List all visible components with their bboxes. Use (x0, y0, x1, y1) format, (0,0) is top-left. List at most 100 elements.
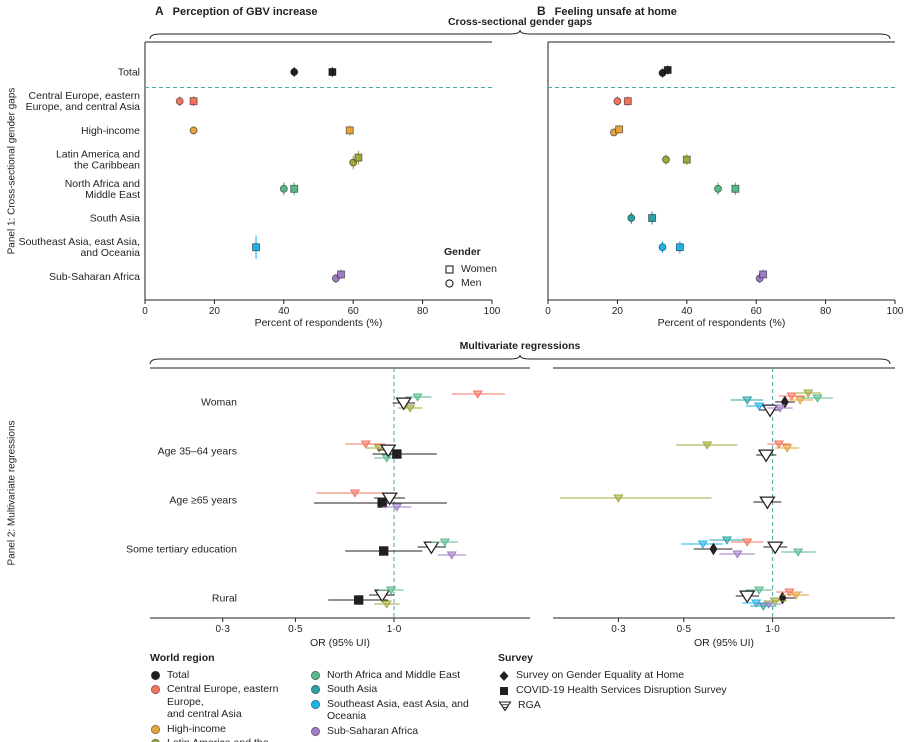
world-region-legend: World region Total Central Europe, easter… (150, 652, 490, 742)
legend-item-label: Sub-Saharan Africa (327, 724, 419, 737)
legend-item-label: Total (167, 668, 190, 681)
region-color-dot-icon (150, 724, 161, 734)
men-marker (658, 243, 667, 252)
region-color-dot-icon (310, 670, 321, 680)
sgeh-diamond-marker (709, 542, 718, 556)
legend-item-label: North Africa and Middle East (327, 668, 461, 681)
rga-triangle-marker (812, 394, 823, 403)
x-axis-title-panel-b: Percent of respondents (%) (657, 317, 786, 329)
women-marker (337, 270, 346, 279)
women-marker (648, 214, 657, 222)
rga-triangle-marker (751, 599, 762, 608)
men-marker (613, 97, 622, 106)
rga-triangle-marker (446, 551, 457, 560)
rga-pooled-triangle-marker (381, 492, 398, 506)
x-tick-label: 40 (681, 306, 693, 317)
x-tick-label: 0·3 (215, 624, 230, 635)
legend-item-label: Central Europe, eastern Europe, and centr… (167, 683, 279, 720)
chsds-square-marker (392, 449, 402, 459)
x-tick-label: 100 (484, 306, 501, 317)
rga-triangle-marker (412, 393, 423, 402)
x-tick-label: 0 (142, 306, 148, 317)
legend-item-high_income: High-income (150, 723, 310, 736)
rga-triangle-marker (773, 440, 784, 449)
gender-legend: Gender Women Men (444, 246, 497, 292)
rga-triangle-marker (758, 602, 769, 611)
rga-triangle-marker (742, 396, 753, 405)
category-label: Age 35–64 years (158, 446, 237, 458)
men-marker (627, 214, 636, 222)
legend-item-survey-2: RGA (498, 699, 778, 712)
x-tick-label: 0·3 (611, 624, 626, 635)
legend-item-men: Men (444, 277, 497, 290)
x-tick-label: 0 (545, 306, 551, 317)
region-color-dot-icon (310, 699, 321, 709)
x-tick-label: 60 (348, 306, 360, 317)
rga-triangle-marker (391, 503, 402, 512)
rga-pooled-triangle-marker (757, 449, 775, 463)
gender-legend-title: Gender (444, 246, 481, 258)
x-tick-label: 20 (209, 306, 221, 317)
rga-triangle-marker (795, 396, 806, 405)
rga-triangle-icon (498, 700, 512, 712)
women-marker (682, 155, 691, 164)
women-marker (759, 270, 768, 279)
women-marker (731, 184, 740, 193)
category-label: Sub-Saharan Africa (49, 271, 140, 283)
women-marker (328, 68, 337, 76)
legend-item-name: North Africa and Middle East (310, 669, 486, 682)
legend-item-label: Men (461, 277, 482, 289)
panel-a-title: Perception of GBV increase (172, 6, 318, 18)
legend-item-label: COVID-19 Health Services Disruption Surv… (516, 683, 727, 696)
legend-item-label: RGA (518, 698, 541, 711)
men-marker (290, 68, 299, 76)
rga-triangle-marker (782, 444, 793, 453)
chsds-square-marker (377, 498, 387, 508)
women-marker (189, 97, 198, 106)
rga-triangle-marker (405, 404, 416, 413)
rga-triangle-marker (754, 586, 765, 595)
x-axis-title-panel-d: OR (95% UI) (693, 637, 755, 649)
men-marker (189, 126, 198, 135)
category-label: Central Europe, eastern Europe, and centr… (26, 90, 141, 113)
rga-triangle-marker (697, 540, 708, 549)
region-color-dot-icon (151, 738, 160, 742)
rga-pooled-triangle-marker (761, 404, 779, 418)
region-color-dot-icon (150, 684, 161, 695)
x-tick-label: 40 (278, 306, 290, 317)
category-label: Total (118, 67, 140, 79)
legend-item-total: Total (150, 669, 310, 682)
category-label: Rural (212, 593, 237, 605)
legend-item-label: High-income (167, 722, 226, 735)
x-tick-label: 1·0 (387, 624, 402, 635)
rga-triangle-marker (786, 392, 797, 401)
rga-triangle-marker (381, 600, 392, 609)
legend-item-seao: Southeast Asia, east Asia, and Oceania (310, 698, 486, 723)
men-marker (714, 184, 722, 193)
category-label: High-income (81, 125, 140, 137)
x-axis-title-panel-a: Percent of respondents (%) (254, 317, 383, 329)
rga-triangle-marker (732, 550, 743, 559)
survey-legend-items: Survey on Gender Equality at Home COVID-1… (498, 669, 778, 712)
panel-b-letter: B (537, 4, 546, 18)
world-region-legend-column-1: Total Central Europe, eastern Europe, and … (150, 669, 310, 742)
panel-a-header: A Perception of GBV increase (155, 4, 318, 18)
rga-pooled-triangle-marker (423, 541, 440, 555)
rga-triangle-marker (373, 444, 385, 453)
rga-triangle-marker (742, 538, 753, 547)
legend-item-ssa: Sub-Saharan Africa (310, 725, 486, 738)
women-marker (252, 243, 260, 252)
rga-triangle-marker (702, 441, 713, 450)
panel-b-header: B Feeling unsafe at home (537, 4, 677, 18)
x-tick-label: 60 (751, 306, 763, 317)
section-header-top: Cross-sectional gender gaps (447, 16, 593, 28)
men-marker (175, 97, 184, 106)
x-tick-label: 20 (612, 306, 624, 317)
x-tick-label: 80 (417, 306, 429, 317)
rga-triangle-marker (754, 402, 765, 411)
category-label: Age ≥65 years (169, 495, 237, 507)
world-region-legend-columns: Total Central Europe, eastern Europe, and … (150, 669, 490, 742)
panel-a-letter: A (155, 4, 164, 18)
legend-item-label: Latin America and the Caribbean (167, 737, 310, 742)
